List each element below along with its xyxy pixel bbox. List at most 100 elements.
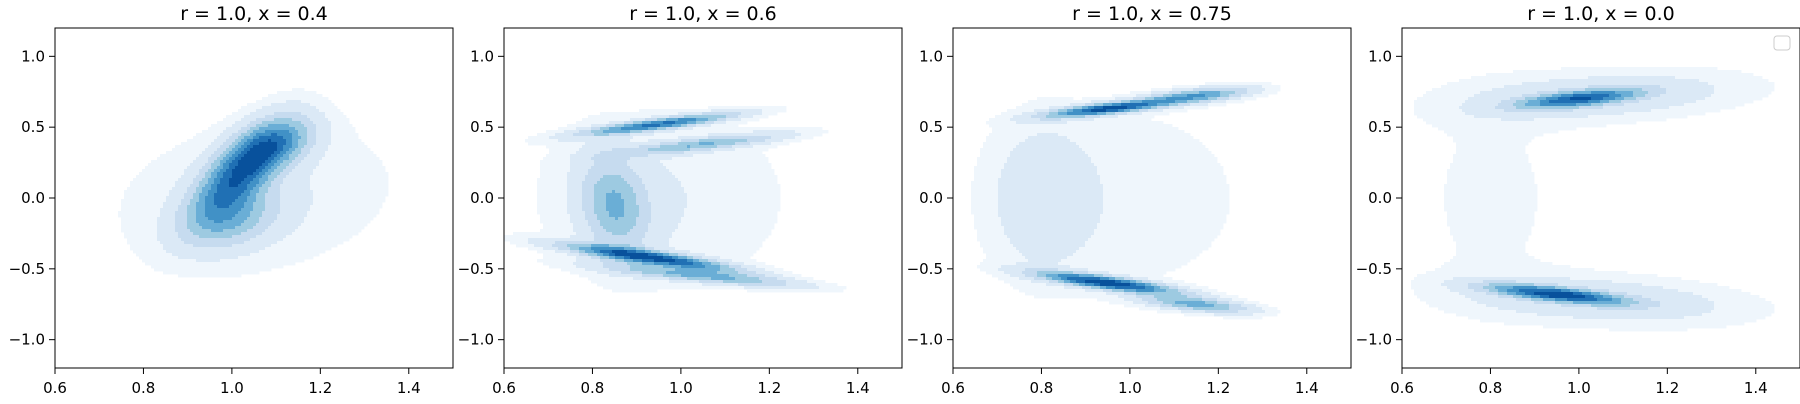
contour-cell: [196, 187, 199, 190]
contour-cell: [244, 193, 247, 196]
contour-cell: [172, 226, 175, 229]
contour-cell: [328, 226, 331, 229]
contour-cell: [657, 145, 660, 148]
contour-cell: [127, 208, 130, 211]
contour-cell: [352, 148, 355, 151]
contour-cell: [226, 145, 229, 148]
contour-cell: [211, 259, 214, 262]
contour-cell: [235, 157, 238, 160]
contour-cell: [283, 178, 286, 181]
contour-cell: [184, 268, 187, 271]
contour-cell: [181, 226, 184, 229]
contour-cell: [307, 190, 310, 193]
contour-cell: [576, 127, 579, 130]
contour-cell: [154, 232, 157, 235]
contour-cell: [621, 115, 624, 118]
contour-cell: [612, 130, 615, 133]
contour-cell: [247, 175, 250, 178]
contour-cell: [337, 226, 340, 229]
contour-cell: [370, 166, 373, 169]
contour-cell: [570, 148, 573, 151]
contour-cell: [295, 154, 298, 157]
contour-cell: [319, 190, 322, 193]
contour-cell: [196, 271, 199, 274]
contour-cell: [319, 127, 322, 130]
contour-cell: [570, 127, 573, 130]
contour-cell: [211, 262, 214, 265]
contour-cell: [184, 181, 187, 184]
contour-cell: [205, 190, 208, 193]
contour-cell: [289, 106, 292, 109]
contour-cell: [157, 190, 160, 193]
contour-cell: [301, 250, 304, 253]
contour-cell: [223, 142, 226, 145]
contour-cell: [298, 118, 301, 121]
contour-cell: [160, 184, 163, 187]
contour-cell: [708, 118, 711, 121]
contour-cell: [211, 151, 214, 154]
contour-cell: [331, 220, 334, 223]
contour-cell: [609, 127, 612, 130]
contour-cell: [187, 148, 190, 151]
contour-cell: [217, 184, 220, 187]
contour-cell: [274, 238, 277, 241]
contour-cell: [181, 160, 184, 163]
contour-cell: [148, 259, 151, 262]
contour-cell: [283, 169, 286, 172]
contour-cell: [244, 115, 247, 118]
contour-cell: [289, 199, 292, 202]
contour-cell: [307, 130, 310, 133]
contour-cell: [217, 139, 220, 142]
contour-cell: [229, 139, 232, 142]
contour-cell: [591, 148, 594, 151]
contour-cell: [187, 208, 190, 211]
contour-cell: [337, 139, 340, 142]
contour-cell: [205, 229, 208, 232]
contour-cell: [238, 220, 241, 223]
contour-cell: [229, 184, 232, 187]
contour-cell: [238, 268, 241, 271]
contour-cell: [127, 187, 130, 190]
contour-cell: [250, 220, 253, 223]
contour-cell: [702, 121, 705, 124]
contour-cell: [169, 181, 172, 184]
contour-cell: [295, 244, 298, 247]
contour-cell: [154, 169, 157, 172]
contour-cell: [241, 214, 244, 217]
contour-cell: [558, 133, 561, 136]
contour-cell: [220, 259, 223, 262]
contour-cell: [268, 97, 271, 100]
contour-cell: [340, 118, 343, 121]
contour-cell: [633, 145, 636, 148]
contour-cell: [301, 130, 304, 133]
contour-cell: [325, 232, 328, 235]
contour-cell: [666, 130, 669, 133]
contour-cell: [241, 202, 244, 205]
contour-cell: [193, 193, 196, 196]
contour-cell: [780, 127, 783, 130]
contour-cell: [271, 118, 274, 121]
contour-cell: [160, 175, 163, 178]
contour-cell: [166, 220, 169, 223]
contour-cell: [298, 247, 301, 250]
contour-cell: [576, 139, 579, 142]
contour-cell: [154, 181, 157, 184]
contour-cell: [355, 190, 358, 193]
contour-cell: [313, 193, 316, 196]
contour-cell: [304, 148, 307, 151]
contour-cell: [286, 211, 289, 214]
contour-cell: [214, 169, 217, 172]
contour-cell: [256, 112, 259, 115]
contour-cell: [334, 181, 337, 184]
contour-cell: [783, 136, 786, 139]
contour-cell: [166, 169, 169, 172]
contour-cell: [289, 178, 292, 181]
contour-cell: [600, 148, 603, 151]
contour-cell: [268, 124, 271, 127]
contour-cell: [187, 211, 190, 214]
contour-cell: [268, 268, 271, 271]
contour-cell: [582, 136, 585, 139]
contour-cell: [220, 154, 223, 157]
contour-cell: [343, 232, 346, 235]
contour-cell: [256, 193, 259, 196]
